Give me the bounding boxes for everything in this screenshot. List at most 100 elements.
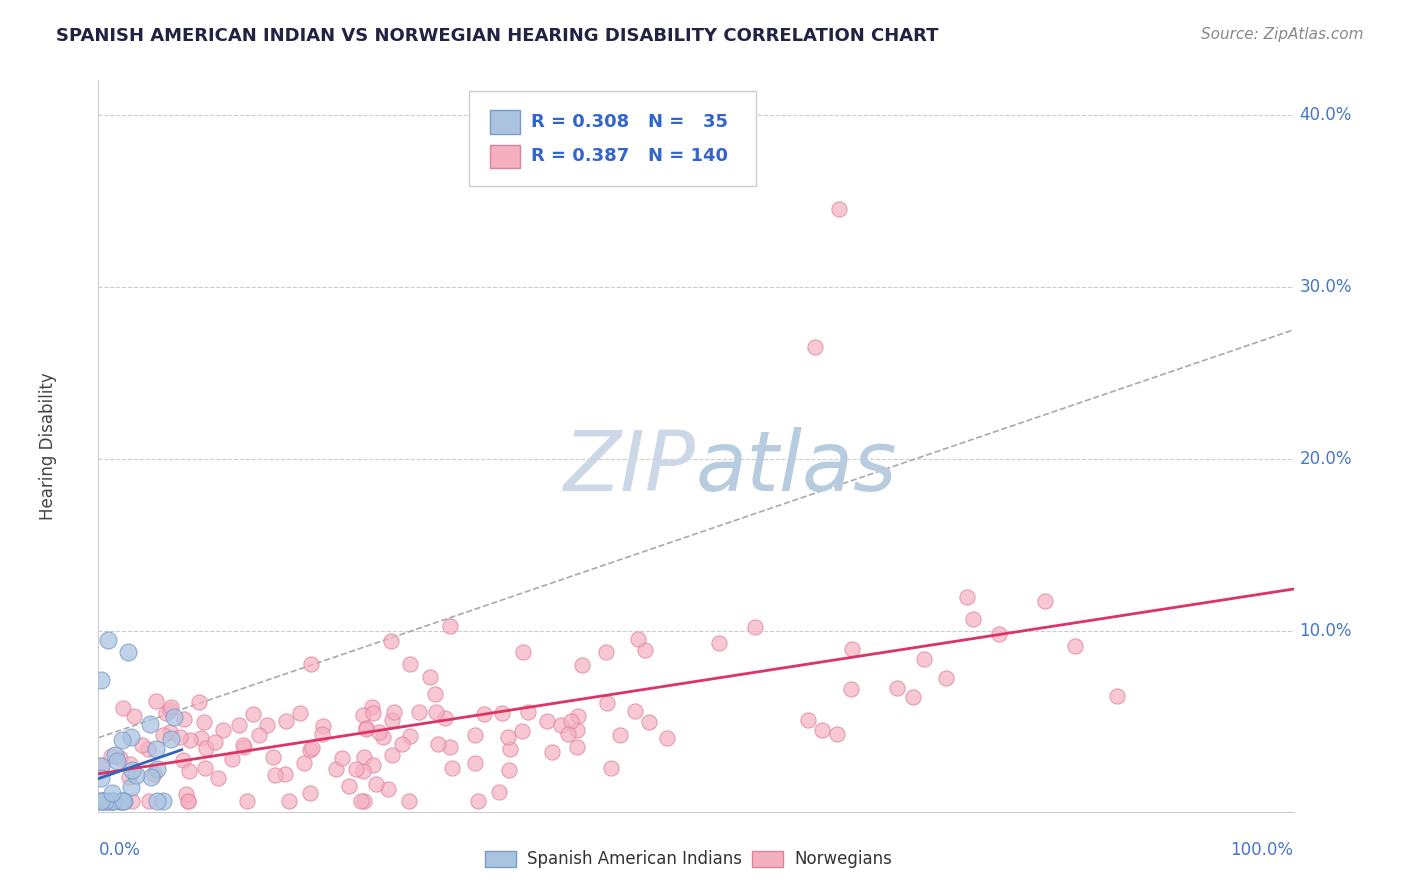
Point xyxy=(935,671,957,685)
Point xyxy=(101,794,124,808)
Point xyxy=(301,740,323,755)
Point xyxy=(124,768,146,782)
Point xyxy=(177,794,200,808)
Point xyxy=(120,780,142,794)
Point xyxy=(112,794,135,808)
Point xyxy=(464,728,486,742)
Point xyxy=(90,757,112,772)
Point xyxy=(121,794,143,808)
Point xyxy=(1063,639,1085,653)
Point xyxy=(91,793,114,807)
Point xyxy=(353,794,375,808)
Point xyxy=(207,771,229,785)
Point xyxy=(912,652,935,666)
FancyBboxPatch shape xyxy=(491,111,520,134)
Point xyxy=(100,749,122,764)
Point xyxy=(488,785,510,799)
Point xyxy=(624,704,647,718)
Point xyxy=(194,761,217,775)
Point xyxy=(344,762,367,776)
Point xyxy=(299,657,322,671)
Point xyxy=(825,727,848,741)
Point xyxy=(172,753,194,767)
Point xyxy=(159,731,181,746)
Point xyxy=(330,751,353,765)
Point xyxy=(101,794,124,808)
Point xyxy=(382,706,405,720)
Point xyxy=(354,723,377,737)
Point xyxy=(464,756,486,770)
Text: SPANISH AMERICAN INDIAN VS NORWEGIAN HEARING DISABILITY CORRELATION CHART: SPANISH AMERICAN INDIAN VS NORWEGIAN HEA… xyxy=(56,27,939,45)
Point xyxy=(439,619,461,633)
Point xyxy=(361,758,384,772)
Point xyxy=(204,735,226,749)
Point xyxy=(1033,594,1056,608)
Point xyxy=(609,728,631,742)
Point xyxy=(111,732,134,747)
Point xyxy=(90,673,112,688)
Point xyxy=(90,771,112,785)
Text: ZIP: ZIP xyxy=(564,427,696,508)
Point xyxy=(408,705,430,719)
Point xyxy=(312,718,335,732)
Point xyxy=(138,794,160,808)
Point xyxy=(278,794,301,808)
Point xyxy=(962,612,984,626)
Point xyxy=(242,706,264,721)
Point xyxy=(425,687,447,701)
Point xyxy=(367,724,389,739)
Point xyxy=(804,340,827,354)
Point xyxy=(169,730,191,744)
Point xyxy=(399,729,422,743)
Point xyxy=(179,732,201,747)
Point xyxy=(709,636,731,650)
Point xyxy=(228,718,250,732)
Point xyxy=(299,786,322,800)
Text: 30.0%: 30.0% xyxy=(1299,277,1353,296)
Point xyxy=(97,632,120,647)
Point xyxy=(567,723,589,737)
Point xyxy=(118,756,141,771)
Point xyxy=(152,728,174,742)
Point xyxy=(152,794,174,808)
Point xyxy=(377,781,399,796)
FancyBboxPatch shape xyxy=(470,91,756,186)
Point xyxy=(90,794,112,808)
Point xyxy=(498,764,520,778)
Point xyxy=(434,711,457,725)
Point xyxy=(356,721,378,735)
Point xyxy=(263,768,285,782)
Point xyxy=(352,708,374,723)
Point xyxy=(93,794,115,808)
Point xyxy=(139,770,162,784)
Point xyxy=(839,682,862,697)
Point xyxy=(366,777,388,791)
Point xyxy=(467,794,489,808)
Point xyxy=(571,657,593,672)
Text: 20.0%: 20.0% xyxy=(1299,450,1353,468)
Point xyxy=(110,794,132,808)
Point xyxy=(425,705,447,719)
FancyBboxPatch shape xyxy=(491,145,520,168)
Point xyxy=(956,590,979,604)
Point xyxy=(146,762,169,776)
Point xyxy=(122,708,145,723)
Point xyxy=(496,731,519,745)
Text: Hearing Disability: Hearing Disability xyxy=(38,372,56,520)
Point xyxy=(596,696,619,710)
Point xyxy=(381,747,404,762)
Point xyxy=(120,730,142,744)
Point xyxy=(131,739,153,753)
Point xyxy=(419,670,441,684)
Point xyxy=(638,714,661,729)
Point xyxy=(173,712,195,726)
Point xyxy=(361,706,384,721)
Point xyxy=(797,714,820,728)
Text: 100.0%: 100.0% xyxy=(1230,841,1294,859)
Point xyxy=(398,657,420,672)
Text: 40.0%: 40.0% xyxy=(1299,105,1353,124)
Point xyxy=(901,690,924,704)
Text: R = 0.387   N = 140: R = 0.387 N = 140 xyxy=(531,147,728,165)
Point xyxy=(143,767,166,781)
Point xyxy=(117,645,139,659)
